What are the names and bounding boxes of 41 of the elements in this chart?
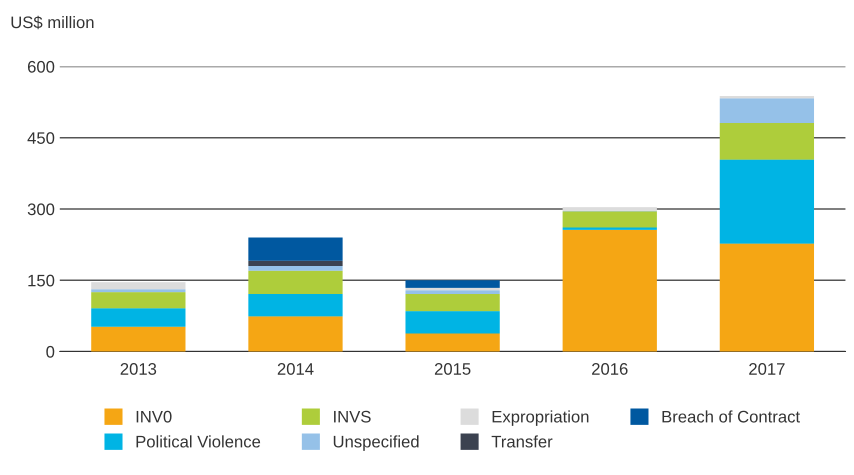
bar	[91, 282, 186, 290]
x-tick-label: 2014	[278, 363, 314, 375]
bar	[248, 260, 343, 266]
y-tick-label: 0	[46, 346, 54, 358]
y-tick-label: 150	[28, 274, 54, 286]
legend-label: INV0	[136, 410, 172, 423]
y-tick-label: 450	[27, 132, 54, 144]
y-tick-label: 600	[28, 60, 54, 73]
legend-label: Breach of Contract	[662, 410, 800, 423]
bar	[720, 98, 814, 124]
x-tick-label: 2017	[749, 363, 785, 375]
bar	[91, 292, 186, 308]
bar	[720, 244, 814, 352]
x-tick-label: 2013	[120, 363, 156, 375]
legend-label: INVS	[334, 410, 371, 423]
bar	[248, 238, 343, 261]
bar	[562, 207, 657, 211]
x-tick-label: 2016	[592, 363, 628, 375]
bar	[248, 270, 343, 294]
legend-label: Unspecified	[334, 435, 419, 451]
bar	[248, 316, 343, 352]
y-tick-label: 300	[28, 203, 54, 216]
bar	[248, 266, 343, 271]
legend-label: Transfer	[492, 435, 552, 448]
bar	[405, 290, 500, 294]
bar	[91, 326, 186, 352]
bar	[405, 333, 500, 352]
y-axis-title: US$ million	[12, 16, 94, 30]
bar	[405, 294, 500, 312]
bar	[248, 294, 343, 316]
bar	[562, 211, 657, 228]
bar	[720, 123, 814, 160]
bar	[405, 311, 500, 334]
bar	[562, 230, 657, 352]
bar	[91, 308, 186, 327]
legend-label: Expropriation	[492, 410, 588, 426]
bar	[720, 96, 814, 98]
bar	[720, 160, 814, 244]
bar	[405, 280, 500, 288]
x-tick-label: 2015	[434, 363, 470, 375]
legend-label: Political Violence	[136, 435, 260, 448]
